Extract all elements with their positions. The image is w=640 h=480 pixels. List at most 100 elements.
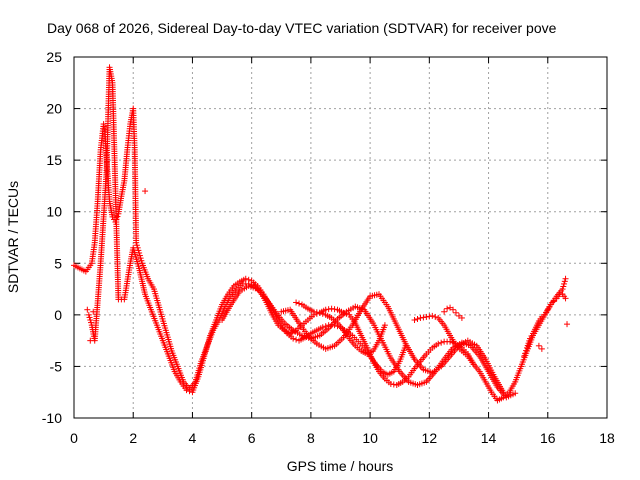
data-point-track-main [136, 249, 143, 256]
data-point-track-second [88, 319, 95, 326]
data-point-track-sixth [420, 314, 427, 321]
data-point-track-sixth [426, 313, 433, 320]
plot-frame [73, 56, 608, 419]
data-point-track-main [560, 283, 567, 290]
data-point-track-fifth [293, 299, 300, 306]
y-tick-labels: -10 -5 0 5 10 15 20 25 [42, 49, 62, 426]
data-point-track-eighth [521, 353, 528, 360]
data-point-track-main [331, 306, 338, 313]
data-point-track-eighth [562, 295, 569, 302]
x-tick-label: 10 [362, 430, 378, 446]
y-tick-label: 5 [54, 255, 62, 271]
data-point-track-sixth [414, 315, 421, 322]
x-tick-label: 18 [599, 430, 615, 446]
data-point-track-eighth [528, 333, 535, 340]
data-point-outliers [535, 342, 542, 349]
data-point-track-sixth [470, 361, 477, 368]
data-point-track-seventh [452, 309, 459, 316]
data-point-track-seventh [458, 314, 465, 321]
data-point-track-second [290, 335, 297, 342]
x-tick-labels: 0 2 4 6 8 10 12 14 16 18 [70, 430, 615, 446]
data-point-track-main [133, 242, 140, 249]
data-point-track-sixth [417, 314, 424, 321]
data-point-outliers [538, 345, 545, 352]
data-point-track-main [325, 306, 332, 313]
chart-title: Day 068 of 2026, Sidereal Day-to-day VTE… [47, 20, 557, 36]
data-point-outliers [87, 337, 94, 344]
x-tick-label: 14 [481, 430, 497, 446]
data-point-track-seventh [450, 306, 457, 313]
y-tick-label: -10 [42, 410, 62, 426]
data-point-track-eighth [523, 347, 530, 354]
x-tick-label: 6 [248, 430, 256, 446]
y-tick-label: 20 [46, 101, 62, 117]
data-point-track-sixth [423, 313, 430, 320]
data-point-track-second [242, 275, 249, 282]
data-point-track-main [390, 381, 397, 388]
data-point-track-main [562, 275, 569, 282]
x-tick-label: 4 [189, 430, 197, 446]
data-point-track-eighth [547, 301, 554, 308]
data-point-track-eighth [546, 304, 553, 311]
x-tick-label: 8 [307, 430, 315, 446]
data-point-track-fifth [381, 322, 388, 329]
data-points [71, 64, 571, 404]
data-point-track-fifth [316, 309, 323, 316]
data-point-track-sixth [429, 312, 436, 319]
data-point-track-eighth [522, 350, 529, 357]
data-point-track-main [438, 339, 445, 346]
data-point-track-main [561, 280, 568, 287]
data-point-track-main [322, 306, 329, 313]
data-point-track-main [138, 257, 145, 264]
data-point-track-main [133, 239, 140, 246]
x-tick-label: 0 [70, 430, 78, 446]
data-point-outliers [564, 321, 571, 328]
data-point-track-main [435, 340, 442, 347]
y-tick-label: 0 [54, 307, 62, 323]
data-point-track-main [561, 278, 568, 285]
data-point-track-second [85, 311, 92, 318]
data-point-track-second [319, 324, 326, 331]
data-point-track-third [512, 390, 519, 397]
x-tick-label: 16 [540, 430, 556, 446]
data-point-track-fourth [500, 389, 507, 396]
y-tick-label: -5 [50, 358, 63, 374]
data-point-track-second [86, 314, 93, 321]
x-axis-label: GPS time / hours [287, 458, 394, 474]
data-point-track-second [87, 317, 94, 324]
data-point-track-main [136, 252, 143, 259]
data-point-track-eighth [541, 311, 548, 318]
data-point-track-main [559, 286, 566, 293]
y-axis-label: SDTVAR / TECUs [5, 181, 21, 293]
data-point-track-main [137, 255, 144, 262]
data-point-outliers [90, 308, 97, 315]
data-point-track-second [245, 276, 252, 283]
y-tick-label: 15 [46, 152, 62, 168]
data-point-track-main [328, 305, 335, 312]
data-point-outliers [142, 188, 149, 195]
y-tick-label: 10 [46, 204, 62, 220]
grid-lines [74, 57, 607, 418]
data-point-outliers [84, 306, 91, 313]
data-point-track-second [186, 388, 193, 395]
data-point-track-second [183, 387, 190, 394]
data-point-track-eighth [527, 335, 534, 342]
x-tick-label: 2 [129, 430, 137, 446]
axis-ticks [73, 56, 608, 419]
data-point-track-main [387, 380, 394, 387]
data-point-track-fifth [319, 310, 326, 317]
data-point-track-seventh [444, 305, 451, 312]
data-point-track-eighth [544, 306, 551, 313]
data-point-track-sixth [411, 317, 418, 324]
data-point-track-seventh [441, 308, 448, 315]
data-point-track-eighth [543, 309, 550, 316]
y-tick-label: 25 [46, 49, 62, 65]
data-point-track-fifth [296, 300, 303, 307]
x-tick-label: 12 [422, 430, 438, 446]
data-point-track-eighth [550, 298, 557, 305]
data-point-track-fifth [310, 308, 317, 315]
data-point-track-main [114, 213, 121, 220]
data-point-track-fifth [313, 309, 320, 316]
data-point-track-sixth [432, 313, 439, 320]
